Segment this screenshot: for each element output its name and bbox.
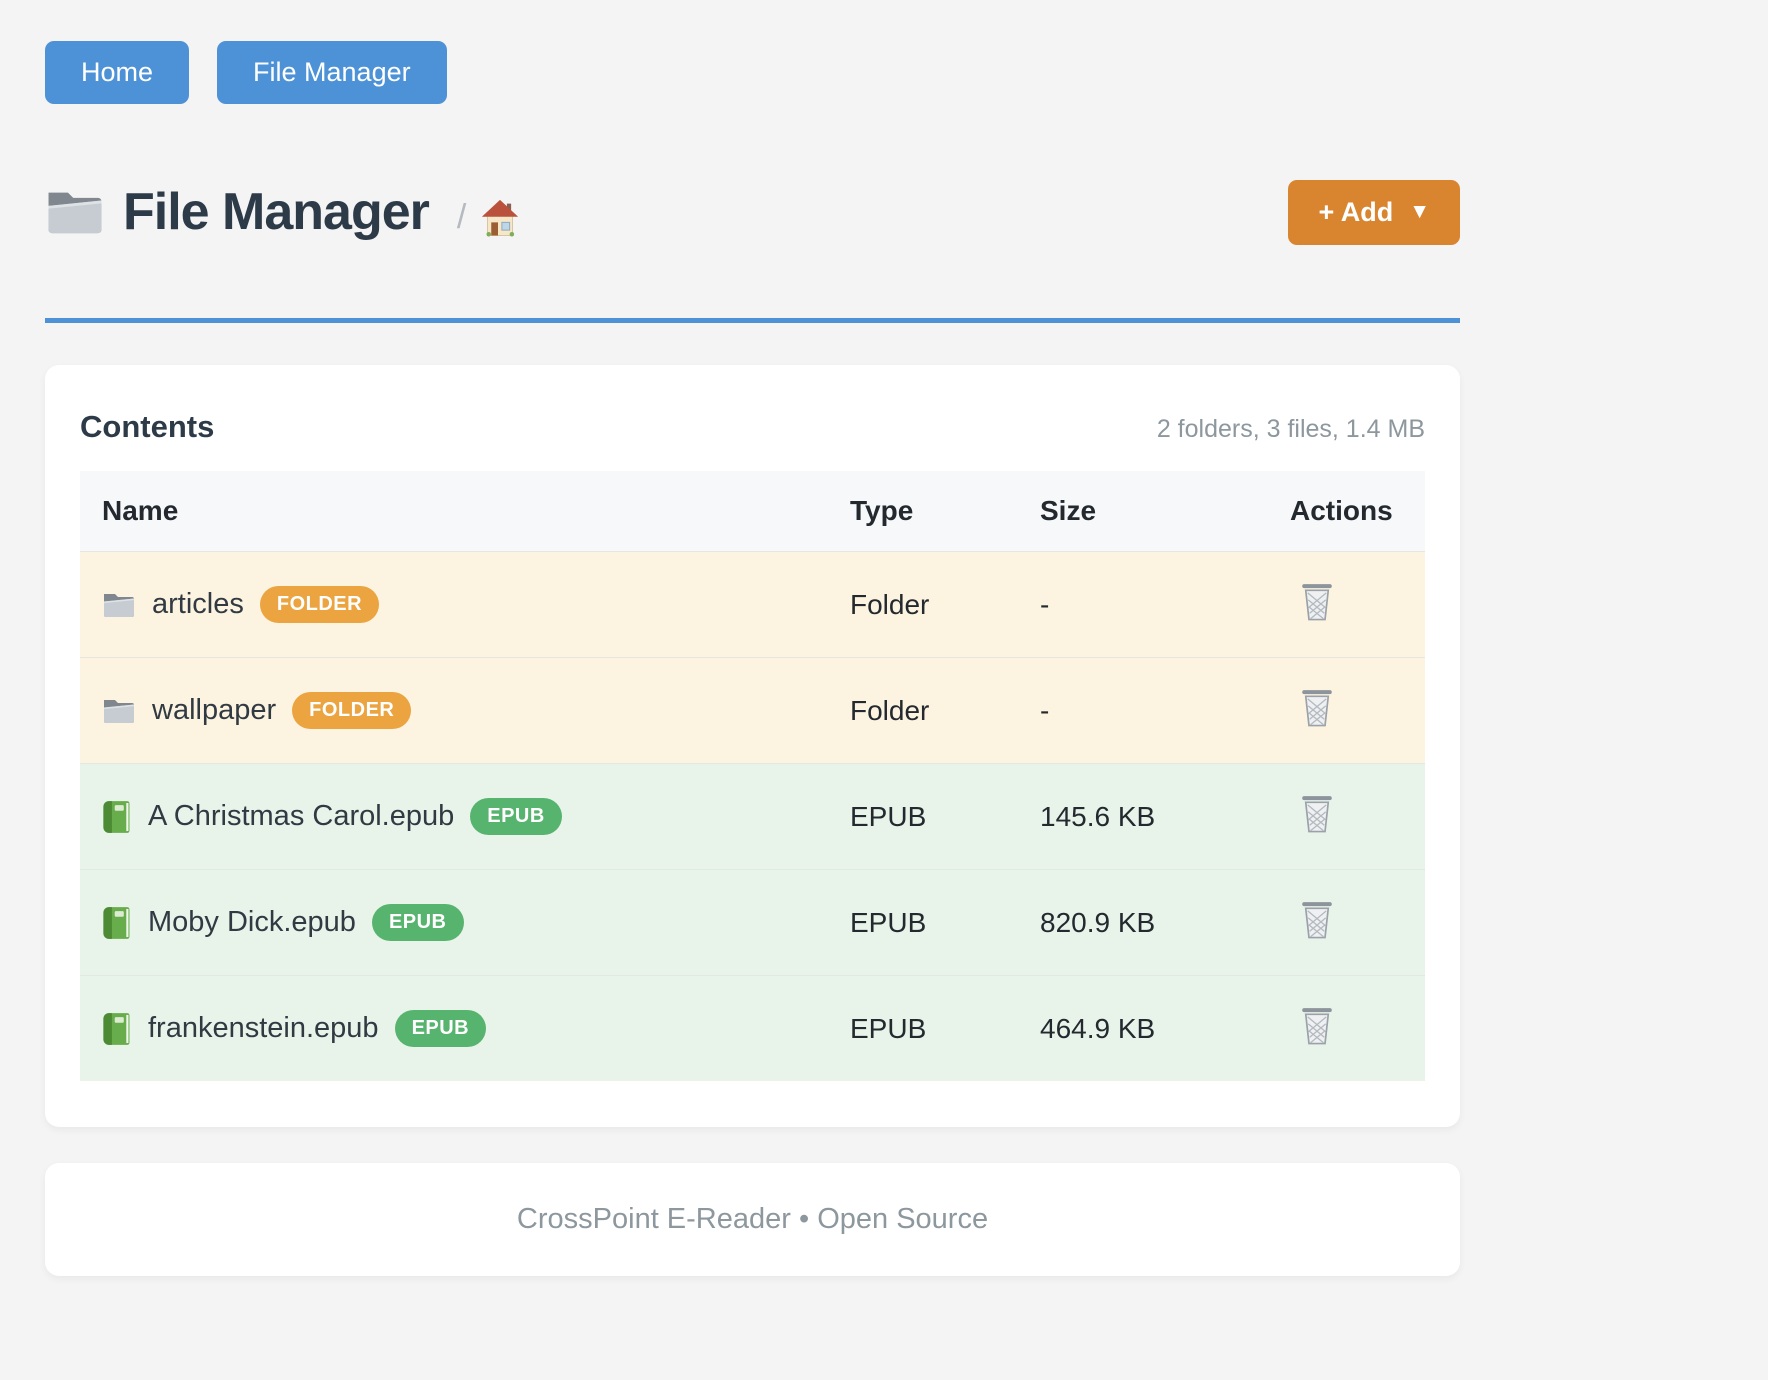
file-name[interactable]: Moby Dick.epub [148,906,356,938]
file-type-badge: FOLDER [259,586,380,623]
table-header: Name Type Size Actions [80,471,1425,551]
file-name-cell: articles FOLDER [80,586,840,623]
file-name[interactable]: frankenstein.epub [148,1012,379,1044]
file-actions-cell [1280,1005,1425,1052]
trash-icon [1300,689,1334,727]
book-icon [102,1012,132,1046]
nav-file-manager-button[interactable]: File Manager [217,41,447,104]
breadcrumb-separator: / [456,197,467,236]
add-button-label: + Add [1318,196,1394,227]
file-name[interactable]: wallpaper [152,694,277,726]
trash-icon [1300,795,1334,833]
page-title: File Manager [123,183,430,241]
file-type-badge: EPUB [470,798,562,835]
contents-card: Contents 2 folders, 3 files, 1.4 MB Name… [45,365,1460,1127]
file-name[interactable]: articles [152,588,244,620]
file-actions-cell [1280,581,1425,628]
page-header: File Manager / + Add ▼ [45,170,1460,254]
file-name-cell: A Christmas Carol.epub EPUB [80,798,840,835]
file-size: 145.6 KB [1040,800,1156,832]
folder-icon [102,591,136,619]
file-size: 820.9 KB [1040,906,1156,938]
top-navigation: Home File Manager [45,41,1460,104]
nav-home-button[interactable]: Home [45,41,190,104]
file-size: - [1040,694,1050,726]
file-type-badge: FOLDER [292,692,412,729]
table-body: articles FOLDER Folder - wallpaper FOLDE… [80,551,1425,1081]
delete-button[interactable] [1298,687,1336,729]
delete-button[interactable] [1298,581,1336,623]
file-type: Folder [850,694,930,726]
contents-summary: 2 folders, 3 files, 1.4 MB [1156,415,1425,443]
trash-icon [1300,901,1334,939]
delete-button[interactable] [1298,1005,1336,1047]
file-type: EPUB [850,1012,927,1044]
file-type-badge: EPUB [371,904,464,941]
file-name-cell: frankenstein.epub EPUB [80,1010,840,1047]
column-header-size: Size [1040,495,1097,526]
title-divider [45,318,1460,323]
table-row: frankenstein.epub EPUB EPUB 464.9 KB [80,975,1425,1081]
file-size: - [1040,588,1050,620]
file-actions-cell [1280,899,1425,946]
file-name[interactable]: A Christmas Carol.epub [148,800,455,832]
footer-text: CrossPoint E-Reader • Open Source [516,1203,989,1235]
add-button[interactable]: + Add ▼ [1288,179,1460,245]
folder-icon [102,697,136,725]
footer: CrossPoint E-Reader • Open Source [45,1163,1460,1276]
table-row: wallpaper FOLDER Folder - [80,657,1425,763]
file-name-cell: Moby Dick.epub EPUB [80,904,840,941]
column-header-name: Name [102,495,179,526]
file-actions-cell [1280,793,1425,840]
book-icon [102,906,132,940]
file-type: Folder [850,588,930,620]
table-row: Moby Dick.epub EPUB EPUB 820.9 KB [80,869,1425,975]
file-type: EPUB [850,906,927,938]
table-row: articles FOLDER Folder - [80,551,1425,657]
page: Home File Manager File Manager / [45,0,1460,1276]
file-actions-cell [1280,687,1425,734]
table-row: A Christmas Carol.epub EPUB EPUB 145.6 K… [80,763,1425,869]
chevron-down-icon: ▼ [1409,200,1430,223]
contents-title: Contents [80,409,215,444]
file-type-badge: EPUB [394,1010,487,1047]
file-type: EPUB [850,800,927,832]
book-icon [102,800,132,834]
delete-button[interactable] [1298,899,1336,941]
delete-button[interactable] [1298,793,1336,835]
file-table: Name Type Size Actions articles FOLDER F… [80,471,1425,1081]
column-header-actions: Actions [1290,495,1393,526]
file-size: 464.9 KB [1040,1012,1156,1044]
trash-icon [1300,1007,1334,1045]
column-header-type: Type [850,495,914,526]
house-icon[interactable] [480,199,520,237]
folder-icon [45,187,105,237]
file-name-cell: wallpaper FOLDER [80,692,840,729]
trash-icon [1300,583,1334,621]
